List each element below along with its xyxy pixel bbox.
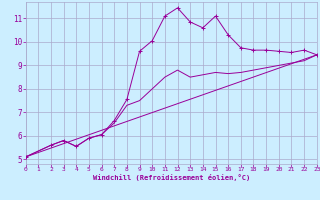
- X-axis label: Windchill (Refroidissement éolien,°C): Windchill (Refroidissement éolien,°C): [92, 174, 250, 181]
